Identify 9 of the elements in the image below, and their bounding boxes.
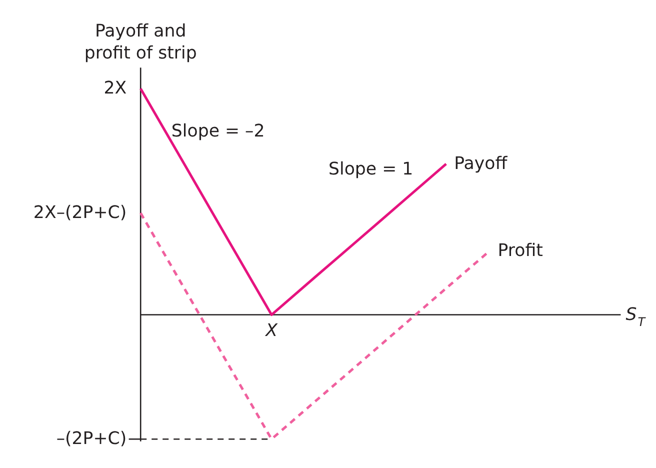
annotation: Slope = –2 [171,122,265,142]
text: 2X [104,78,127,99]
text: 2X–(2P+C) [33,203,127,224]
annotation: Slope = 1 [328,159,414,180]
annotation: X [264,320,279,341]
y-axis-title: Payoff and profit of strip [84,22,197,64]
text: –(2P+C) [56,429,127,450]
series-label: Payoff [454,154,508,174]
series-label: Profit [498,240,544,261]
